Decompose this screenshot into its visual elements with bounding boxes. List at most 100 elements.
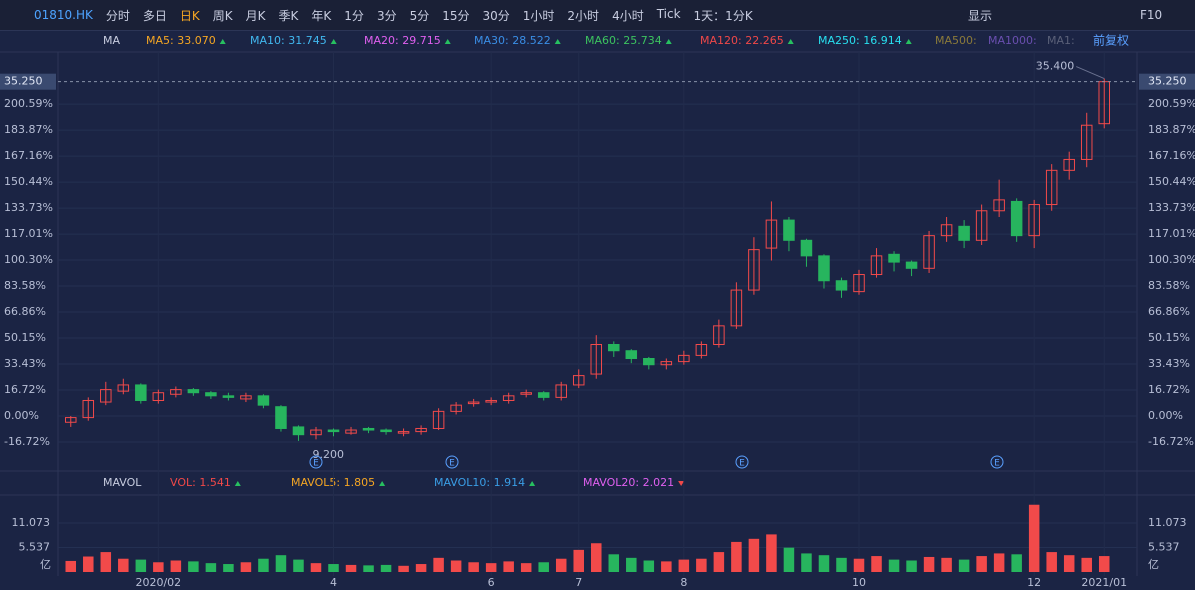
y-tick-label: 100.30% <box>4 253 53 266</box>
volume-bar <box>888 559 900 572</box>
period-tab[interactable]: 2小时 <box>567 8 600 23</box>
y-tick-label: 117.01% <box>4 227 53 240</box>
event-label[interactable]: E <box>739 459 745 469</box>
trend-arrow <box>379 481 386 486</box>
event-label[interactable]: E <box>449 459 455 469</box>
y-tick-label: 66.86% <box>4 305 46 318</box>
candle-body <box>1010 200 1023 237</box>
volume-bar <box>538 562 549 572</box>
f10[interactable]: F10 <box>1140 8 1163 22</box>
candle-body <box>1028 204 1040 237</box>
y-tick-label: 5.537 <box>1148 541 1180 554</box>
volume-bar <box>170 560 182 572</box>
y-tick-label: 117.01% <box>1148 227 1195 240</box>
candle-body <box>187 389 200 394</box>
background <box>0 31 1195 590</box>
y-tick-label: 133.73% <box>1148 201 1195 214</box>
candle-body <box>380 429 392 433</box>
indicator-label: MA10: 31.745 <box>250 34 327 47</box>
volume-bar <box>380 564 392 572</box>
y-tick-label: 200.59% <box>1148 97 1195 110</box>
volume-bar <box>310 563 322 572</box>
period-tab[interactable]: 季K <box>278 8 299 23</box>
event-label[interactable]: E <box>994 459 1000 469</box>
candle-body <box>818 255 830 282</box>
period-tab[interactable]: 周K <box>212 8 233 23</box>
volume-bar <box>783 547 795 572</box>
y-tick-label: 0.00% <box>1148 409 1183 422</box>
period-tab[interactable]: 5分 <box>409 8 430 23</box>
period-tab[interactable]: 3分 <box>376 8 397 23</box>
period-tab[interactable]: 1分 <box>344 8 364 23</box>
candle-body <box>345 429 357 434</box>
toolbar: 01810.HK 分时 多日 日K 周K 月K 季K 年K 1分 3分 5分 15分 30分 1小时 2小… <box>0 0 1195 31</box>
event-icon[interactable] <box>990 455 1004 469</box>
interval[interactable]: 1天：1分K <box>693 8 753 23</box>
volume-bar <box>853 558 865 572</box>
indicator-label: MA1: <box>1047 34 1075 47</box>
candle-body <box>555 384 567 398</box>
symbol[interactable]: 01810.HK <box>34 8 93 22</box>
trend-arrow <box>234 481 241 486</box>
volume-bar <box>83 556 94 572</box>
adjust-mode[interactable]: 前复权 <box>1093 33 1129 48</box>
volume-bar <box>941 557 952 572</box>
volume-bar <box>240 562 252 572</box>
display-menu[interactable]: 显示 <box>968 8 993 23</box>
y-tick-label: 150.44% <box>1148 175 1195 188</box>
period-tab[interactable]: 分时 <box>105 8 130 23</box>
volume-bar <box>661 561 672 572</box>
candle-body <box>800 239 813 257</box>
volume-bar <box>363 565 374 572</box>
period-tab[interactable]: 1小时 <box>522 8 555 23</box>
trend-arrow <box>905 39 912 44</box>
trend-arrow <box>529 481 536 486</box>
volume-bar <box>468 562 479 572</box>
y-tick-label: 33.43% <box>1148 357 1190 370</box>
volume-bar <box>223 564 234 572</box>
candle-body <box>713 325 725 346</box>
candle-body <box>485 399 497 403</box>
volume-bar <box>100 552 112 572</box>
volume-bar <box>871 556 882 572</box>
volume-bar <box>573 549 584 572</box>
indicator-title: MAVOL <box>103 476 142 489</box>
period-tab[interactable]: 多日 <box>142 8 167 23</box>
period-tab[interactable]: 月K <box>245 8 266 23</box>
y-tick-label: 150.44% <box>4 175 53 188</box>
indicator-label: MAVOL10: 1.914 <box>434 476 525 489</box>
indicator-label: MA500: <box>935 34 977 47</box>
event-icon[interactable] <box>445 455 459 469</box>
candle-body <box>888 253 900 263</box>
period-tab[interactable]: Tick <box>656 6 681 21</box>
y-tick-label: 33.43% <box>4 357 46 370</box>
volume-bar <box>713 552 725 572</box>
event-icon[interactable] <box>735 455 749 469</box>
candle-body <box>327 429 340 433</box>
volume-bar <box>836 557 847 572</box>
period-tab[interactable]: 30分 <box>482 8 510 23</box>
candle-body <box>170 389 182 395</box>
volume-bar <box>258 558 269 572</box>
candle-body <box>117 384 130 392</box>
candle-body <box>730 289 743 327</box>
x-tick-label: 2021/01 <box>1081 576 1127 589</box>
volume-bar <box>591 543 602 572</box>
y-tick-label: 167.16% <box>1148 149 1195 162</box>
period-tab[interactable]: 年K <box>311 8 332 23</box>
event-icon[interactable] <box>309 455 323 469</box>
last-price-box <box>1139 73 1195 90</box>
y-tick-label: 16.72% <box>1148 383 1190 396</box>
candle-body <box>240 395 252 400</box>
candle-body <box>678 354 690 363</box>
event-label[interactable]: E <box>313 459 319 469</box>
candle-body <box>923 235 935 269</box>
volume-bar <box>450 560 462 572</box>
period-tab[interactable]: 日K <box>179 8 200 23</box>
candle-body <box>625 350 638 359</box>
volume-bar <box>328 564 339 572</box>
volume-bar <box>958 559 970 572</box>
volume-bar <box>205 563 217 572</box>
period-tab[interactable]: 15分 <box>442 8 470 23</box>
period-tab[interactable]: 4小时 <box>612 8 644 23</box>
